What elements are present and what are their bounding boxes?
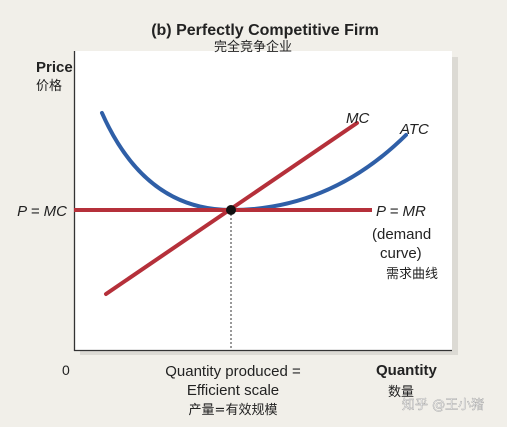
atc-label: ATC <box>399 121 429 138</box>
demand-label-cn: 需求曲线 <box>386 267 438 282</box>
quantity-marker-label-line2: Efficient scale <box>187 382 279 399</box>
demand-label-line2: (demand <box>372 226 431 243</box>
quantity-marker-label-cn: 产量=有效规模 <box>189 403 278 418</box>
chart-title-cn: 完全竞争企业 <box>214 39 292 55</box>
x-axis-label-cn: 数量 <box>388 385 414 400</box>
chart-title: (b) Perfectly Competitive Firm <box>151 22 379 39</box>
demand-label-line1: P = MR <box>376 203 426 220</box>
y-axis-label-cn: 价格 <box>36 78 62 94</box>
x-axis-label: Quantity <box>376 362 437 379</box>
mc-label: MC <box>346 110 369 127</box>
quantity-marker-label-line1: Quantity produced = <box>165 363 301 380</box>
y-axis-label: Price <box>36 59 73 76</box>
equilibrium-point <box>226 205 236 215</box>
demand-label-line3: curve) <box>380 245 422 262</box>
plot-area <box>74 51 452 350</box>
price-level-label: P = MC <box>17 203 67 220</box>
origin-label: 0 <box>62 362 70 378</box>
watermark: 知乎 @王小猪 <box>402 397 484 413</box>
